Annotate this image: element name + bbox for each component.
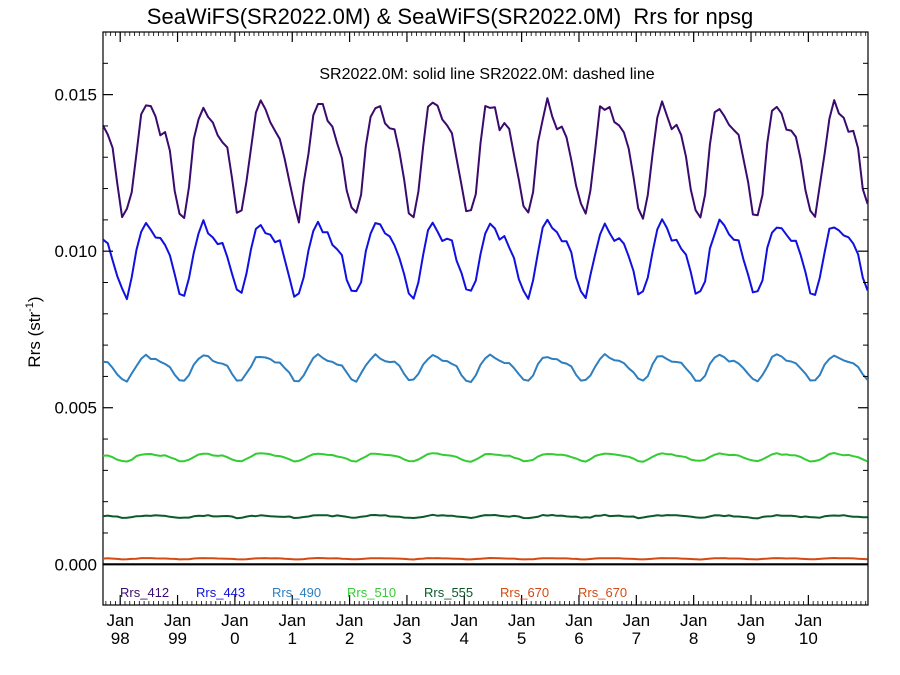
plot-area xyxy=(102,31,869,606)
x-tick-label-year: 2 xyxy=(345,629,354,648)
legend-entry-rrs-555: Rrs_555 xyxy=(424,585,473,600)
legend: Rrs_412 Rrs_443 Rrs_490 Rrs_510 Rrs_555 Rrs_6… xyxy=(120,585,627,600)
y-tick-label: 0.000 xyxy=(54,555,97,574)
line-style-annotation: SR2022.0M: solid line SR2022.0M: dashed … xyxy=(319,66,654,83)
plot-frame xyxy=(102,31,869,606)
x-tick-label-month: Jan xyxy=(623,611,650,630)
x-tick-label-year: 4 xyxy=(460,629,469,648)
x-tick-label-month: Jan xyxy=(164,611,191,630)
x-tick-label-year: 99 xyxy=(168,629,187,648)
x-tick-label-month: Jan xyxy=(737,611,764,630)
x-tick-label-year: 8 xyxy=(689,629,698,648)
legend-entry-rrs-443: Rrs_443 xyxy=(196,585,245,600)
y-axis-label: Rrs (str-1) xyxy=(24,296,44,367)
y-axis-label-tail: ) xyxy=(25,296,44,302)
legend-entry-rrs-490: Rrs_490 xyxy=(272,585,321,600)
x-tick-label-year: 0 xyxy=(230,629,239,648)
x-tick-label-month: Jan xyxy=(795,611,822,630)
y-tick-label: 0.005 xyxy=(54,399,97,418)
series-group xyxy=(102,97,869,561)
series-line-rrs-510 xyxy=(102,452,869,463)
x-tick-label-year: 6 xyxy=(574,629,583,648)
legend-entry-rrs-412: Rrs_412 xyxy=(120,585,169,600)
x-tick-label-month: Jan xyxy=(106,611,133,630)
series-line-rrs-412 xyxy=(102,97,869,224)
series-line-rrs-443 xyxy=(102,218,869,301)
x-tick-label-year: 98 xyxy=(111,629,130,648)
y-tick-label: 0.010 xyxy=(54,242,97,261)
x-tick-label-year: 9 xyxy=(746,629,755,648)
x-tick-label-month: Jan xyxy=(451,611,478,630)
chart-title: SeaWiFS(SR2022.0M) & SeaWiFS(SR2022.0M) … xyxy=(146,4,754,29)
series-line-rrs-490 xyxy=(102,353,869,383)
series-line-rrs-555 xyxy=(102,513,868,520)
legend-entry-rrs-670: Rrs_670 xyxy=(500,585,549,600)
x-axis: Jan98Jan99Jan0Jan1Jan2Jan3Jan4Jan5Jan6Ja… xyxy=(105,32,867,648)
y-axis-label-sup: -1 xyxy=(24,302,36,312)
x-tick-label-month: Jan xyxy=(680,611,707,630)
x-tick-label-year: 5 xyxy=(517,629,526,648)
legend-entry-rrs-510: Rrs_510 xyxy=(347,585,396,600)
x-tick-label-month: Jan xyxy=(221,611,248,630)
y-tick-label: 0.015 xyxy=(54,86,97,105)
x-tick-label-month: Jan xyxy=(336,611,363,630)
x-tick-label-month: Jan xyxy=(393,611,420,630)
series-line-rrs-670 xyxy=(102,557,868,561)
x-tick-label-year: 10 xyxy=(799,629,818,648)
x-tick-label-month: Jan xyxy=(508,611,535,630)
legend-entry-rrs-670: Rrs_670 xyxy=(578,585,627,600)
x-tick-label-month: Jan xyxy=(279,611,306,630)
x-tick-label-year: 3 xyxy=(402,629,411,648)
x-tick-label-year: 1 xyxy=(288,629,297,648)
y-axis: 0.000 0.005 0.010 0.015 xyxy=(54,62,868,574)
x-tick-label-month: Jan xyxy=(565,611,592,630)
x-tick-label-year: 7 xyxy=(632,629,641,648)
y-axis-label-main: Rrs (str xyxy=(25,312,44,368)
